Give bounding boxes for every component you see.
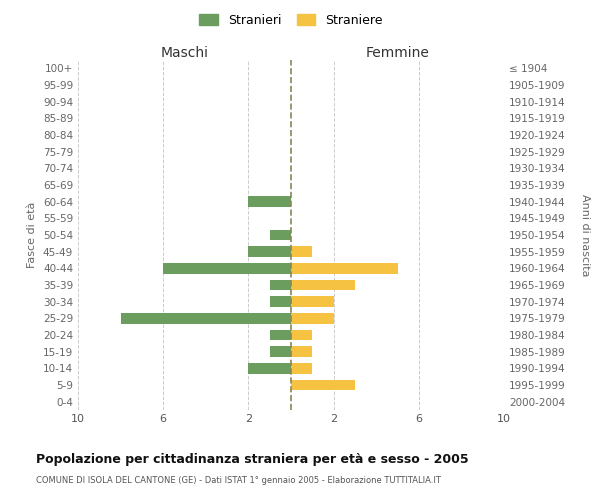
Bar	[291, 363, 313, 374]
Bar	[291, 313, 334, 324]
Y-axis label: Fasce di età: Fasce di età	[28, 202, 37, 268]
Bar	[121, 313, 291, 324]
Bar	[291, 263, 398, 274]
Bar	[291, 280, 355, 290]
Bar	[163, 263, 291, 274]
Bar	[270, 296, 291, 307]
Bar	[248, 363, 291, 374]
Text: COMUNE DI ISOLA DEL CANTONE (GE) - Dati ISTAT 1° gennaio 2005 - Elaborazione TUT: COMUNE DI ISOLA DEL CANTONE (GE) - Dati …	[36, 476, 441, 485]
Text: Femmine: Femmine	[365, 46, 430, 60]
Legend: Stranieri, Straniere: Stranieri, Straniere	[199, 14, 383, 26]
Bar	[291, 296, 334, 307]
Bar	[270, 230, 291, 240]
Bar	[291, 380, 355, 390]
Bar	[270, 330, 291, 340]
Bar	[291, 246, 313, 257]
Text: Popolazione per cittadinanza straniera per età e sesso - 2005: Popolazione per cittadinanza straniera p…	[36, 452, 469, 466]
Bar	[270, 346, 291, 357]
Bar	[248, 246, 291, 257]
Bar	[248, 196, 291, 207]
Y-axis label: Anni di nascita: Anni di nascita	[580, 194, 589, 276]
Text: Maschi: Maschi	[161, 46, 209, 60]
Bar	[270, 280, 291, 290]
Bar	[291, 346, 313, 357]
Bar	[291, 330, 313, 340]
